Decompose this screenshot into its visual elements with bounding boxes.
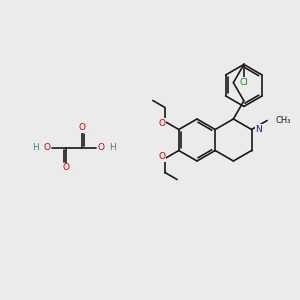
Text: H: H (109, 143, 116, 152)
Text: H: H (32, 143, 39, 152)
Text: O: O (79, 124, 86, 133)
Text: O: O (158, 152, 166, 161)
Text: Cl: Cl (239, 78, 248, 87)
Text: CH₃: CH₃ (275, 116, 291, 125)
Text: O: O (98, 143, 104, 152)
Text: N: N (256, 125, 262, 134)
Text: O: O (62, 164, 70, 172)
Text: O: O (44, 143, 50, 152)
Text: O: O (158, 119, 166, 128)
